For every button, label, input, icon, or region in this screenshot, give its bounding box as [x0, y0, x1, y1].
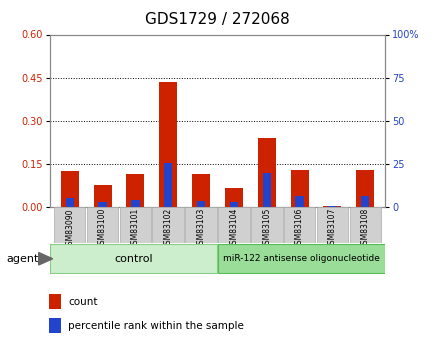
- FancyBboxPatch shape: [152, 207, 184, 243]
- Text: GSM83103: GSM83103: [196, 208, 205, 249]
- Bar: [49, 318, 61, 333]
- Text: GSM83107: GSM83107: [327, 208, 336, 249]
- Text: GSM83104: GSM83104: [229, 208, 238, 249]
- Bar: [61, 171, 79, 207]
- FancyBboxPatch shape: [54, 207, 85, 243]
- Bar: [257, 138, 275, 207]
- Bar: [355, 170, 373, 207]
- Text: GSM83100: GSM83100: [98, 208, 107, 249]
- Bar: [328, 206, 336, 207]
- Bar: [197, 201, 205, 207]
- FancyBboxPatch shape: [250, 207, 282, 243]
- Bar: [360, 196, 368, 207]
- Text: percentile rank within the sample: percentile rank within the sample: [68, 321, 244, 331]
- FancyBboxPatch shape: [185, 207, 216, 243]
- Text: GSM83108: GSM83108: [360, 208, 369, 249]
- Text: miR-122 antisense oligonucleotide: miR-122 antisense oligonucleotide: [222, 254, 379, 263]
- Bar: [262, 173, 270, 207]
- FancyBboxPatch shape: [87, 207, 118, 243]
- Bar: [159, 82, 177, 207]
- Text: GDS1729 / 272068: GDS1729 / 272068: [145, 12, 289, 27]
- FancyBboxPatch shape: [349, 207, 380, 243]
- Bar: [93, 186, 112, 207]
- Text: GSM83101: GSM83101: [131, 208, 140, 249]
- Text: GSM83105: GSM83105: [262, 208, 271, 249]
- Bar: [126, 174, 144, 207]
- Text: count: count: [68, 297, 98, 307]
- Bar: [98, 202, 106, 207]
- Bar: [191, 174, 210, 207]
- FancyBboxPatch shape: [218, 207, 249, 243]
- Bar: [49, 294, 61, 309]
- FancyBboxPatch shape: [316, 207, 347, 243]
- Bar: [322, 206, 341, 207]
- FancyBboxPatch shape: [119, 207, 151, 243]
- Bar: [131, 200, 139, 207]
- Bar: [224, 188, 243, 207]
- Text: agent: agent: [7, 254, 39, 264]
- Text: GSM83106: GSM83106: [294, 208, 303, 249]
- Bar: [295, 196, 303, 207]
- Text: control: control: [114, 254, 153, 264]
- FancyBboxPatch shape: [217, 245, 384, 273]
- Text: GSM83090: GSM83090: [65, 208, 74, 249]
- Text: GSM83102: GSM83102: [163, 208, 172, 249]
- Bar: [164, 163, 172, 207]
- Bar: [229, 202, 237, 207]
- FancyBboxPatch shape: [283, 207, 315, 243]
- FancyBboxPatch shape: [50, 245, 217, 273]
- Polygon shape: [39, 253, 53, 265]
- Bar: [290, 170, 308, 207]
- Bar: [66, 198, 74, 207]
